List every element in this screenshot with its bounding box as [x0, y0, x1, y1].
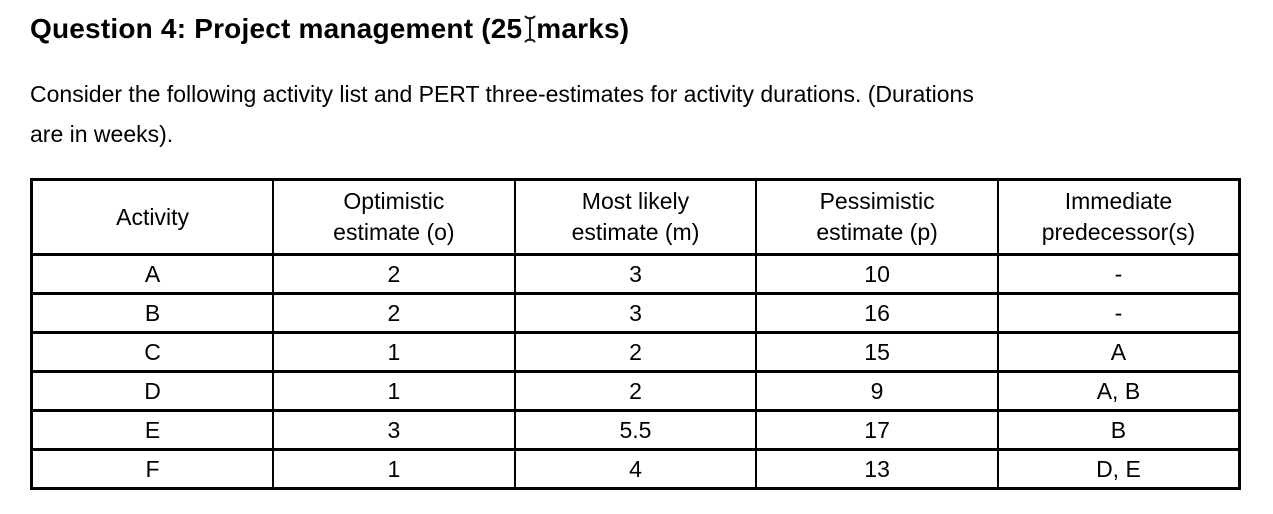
cell-predecessors: -: [996, 292, 1241, 334]
cell-optimistic: 2: [272, 253, 516, 295]
cell-predecessors: B: [996, 409, 1241, 451]
table-header-row: Activity Optimistic estimate (o) Most li…: [30, 178, 1241, 256]
ibeam-text-cursor-icon: [523, 14, 537, 44]
header-pessimistic-estimate: Pessimistic estimate (p): [755, 178, 999, 256]
cell-predecessors: D, E: [996, 448, 1241, 490]
cell-pessimistic: 15: [755, 331, 999, 373]
intro-paragraph: Consider the following activity list and…: [30, 81, 974, 147]
cell-most-likely: 3: [513, 292, 758, 334]
question-title: Question 4: Project management (25 marks): [30, 12, 1243, 46]
cell-pessimistic: 10: [755, 253, 999, 295]
table-row-activity-b: B 2 3 16 -: [30, 292, 1241, 334]
header-activity: Activity: [30, 178, 275, 256]
cell-optimistic: 2: [272, 292, 516, 334]
cell-most-likely: 2: [513, 331, 758, 373]
cell-pessimistic: 16: [755, 292, 999, 334]
cell-activity: F: [30, 448, 275, 490]
table-row-activity-c: C 1 2 15 A: [30, 331, 1241, 373]
cell-optimistic: 1: [272, 331, 516, 373]
question-title-text-before-cursor: Question 4: Project management (25: [30, 13, 523, 44]
cell-activity: A: [30, 253, 275, 295]
cell-predecessors: -: [996, 253, 1241, 295]
cell-activity: B: [30, 292, 275, 334]
cell-optimistic: 3: [272, 409, 516, 451]
header-most-likely-estimate: Most likely estimate (m): [513, 178, 758, 256]
cell-activity: E: [30, 409, 275, 451]
header-optimistic-estimate: Optimistic estimate (o): [272, 178, 516, 256]
cell-most-likely: 2: [513, 370, 758, 412]
cell-optimistic: 1: [272, 448, 516, 490]
cell-pessimistic: 9: [755, 370, 999, 412]
table-row-activity-f: F 1 4 13 D, E: [30, 448, 1241, 490]
cell-pessimistic: 17: [755, 409, 999, 451]
cell-pessimistic: 13: [755, 448, 999, 490]
cell-activity: D: [30, 370, 275, 412]
pert-estimates-table: Activity Optimistic estimate (o) Most li…: [30, 178, 1241, 490]
table-row-activity-a: A 2 3 10 -: [30, 253, 1241, 295]
header-immediate-predecessors: Immediate predecessor(s): [996, 178, 1241, 256]
cell-optimistic: 1: [272, 370, 516, 412]
cell-activity: C: [30, 331, 275, 373]
cell-most-likely: 3: [513, 253, 758, 295]
question-title-text-after-cursor: marks): [536, 13, 630, 44]
table-row-activity-e: E 3 5.5 17 B: [30, 409, 1241, 451]
cell-most-likely: 4: [513, 448, 758, 490]
cell-predecessors: A: [996, 331, 1241, 373]
cell-predecessors: A, B: [996, 370, 1241, 412]
cell-most-likely: 5.5: [513, 409, 758, 451]
table-row-activity-d: D 1 2 9 A, B: [30, 370, 1241, 412]
